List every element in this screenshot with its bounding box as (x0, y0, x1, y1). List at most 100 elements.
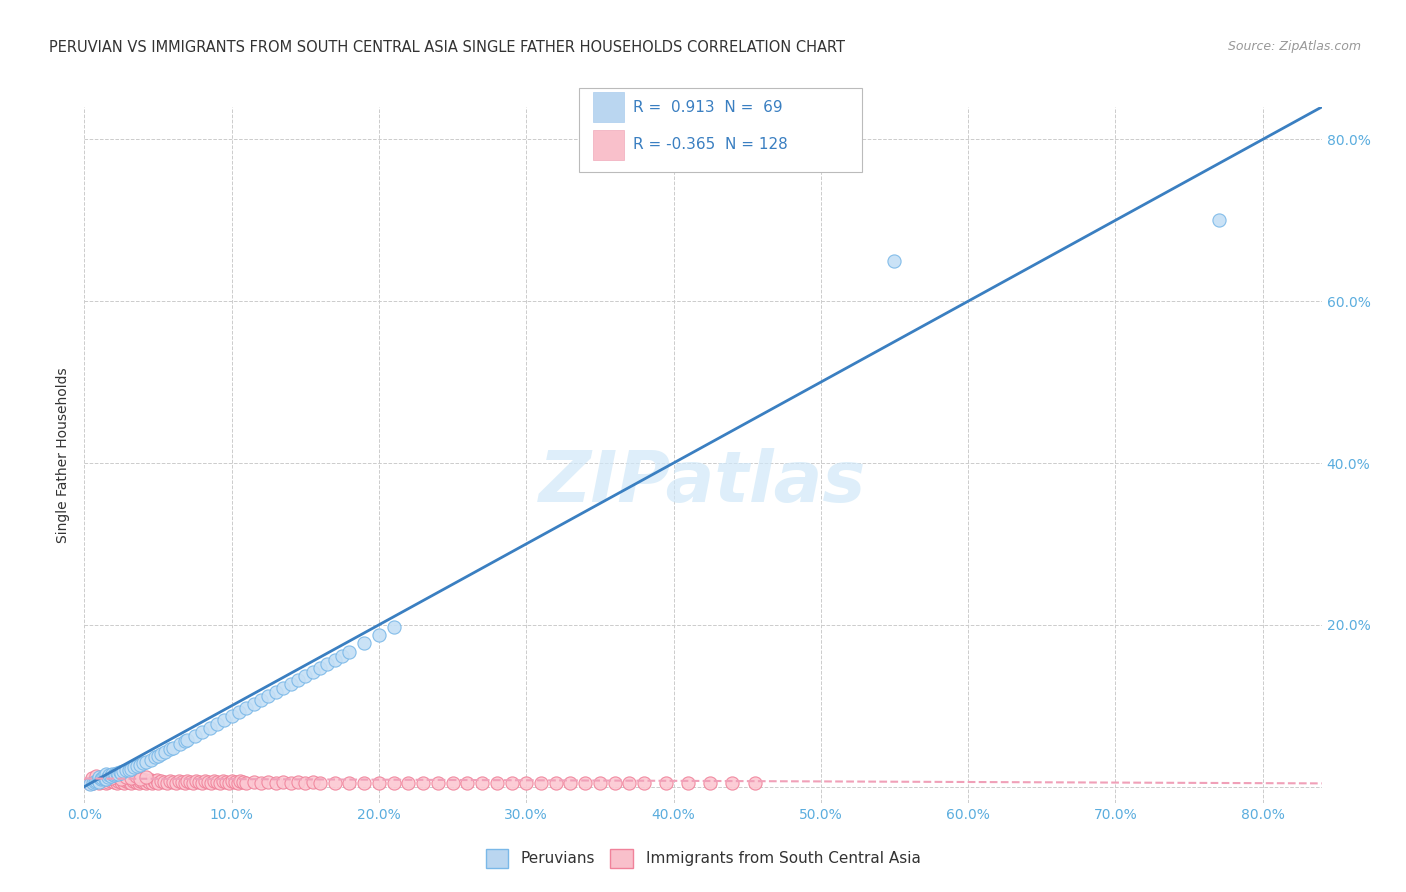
Point (84, 774, 107, 789)
Point (235, 701, 257, 715)
Point (105, 765, 128, 780)
Point (368, 628, 391, 642)
Point (96, 772, 118, 786)
Point (104, 766, 127, 780)
Point (107, 767, 129, 781)
Point (264, 775, 287, 789)
Point (412, 775, 434, 789)
Point (132, 756, 155, 771)
Point (145, 773, 167, 788)
Point (93, 773, 115, 788)
Text: R = -0.365  N = 128: R = -0.365 N = 128 (633, 137, 787, 153)
Point (159, 742, 181, 756)
Point (456, 775, 478, 789)
Point (162, 774, 184, 789)
Point (176, 732, 198, 747)
Point (87, 774, 110, 789)
Point (139, 753, 162, 767)
Point (257, 689, 280, 703)
Point (155, 745, 177, 759)
Point (215, 774, 238, 789)
Point (242, 697, 264, 711)
Point (108, 765, 131, 780)
Point (96, 770, 118, 784)
Point (94, 774, 117, 789)
Point (79, 777, 101, 791)
Point (208, 775, 231, 789)
Point (87, 775, 110, 789)
Point (96, 772, 118, 787)
Point (188, 774, 211, 789)
Point (98, 773, 121, 788)
Point (136, 774, 159, 789)
Point (184, 729, 207, 743)
Point (87, 770, 110, 784)
Point (84, 774, 107, 789)
Text: R =  0.913  N =  69: R = 0.913 N = 69 (633, 100, 782, 115)
Point (131, 772, 153, 787)
Y-axis label: Single Father Households: Single Father Households (56, 368, 70, 542)
Point (138, 774, 160, 789)
Point (149, 747, 172, 762)
Point (103, 768, 125, 782)
Point (883, 253, 905, 268)
Point (515, 775, 537, 789)
Point (121, 762, 143, 776)
Point (633, 775, 655, 789)
Point (142, 774, 165, 789)
Point (118, 773, 141, 788)
Point (242, 774, 264, 789)
Point (165, 775, 187, 789)
Point (112, 775, 135, 789)
Point (173, 775, 195, 789)
Point (603, 775, 626, 789)
Point (100, 769, 122, 783)
Point (103, 774, 125, 789)
Point (97, 774, 120, 789)
Point (91, 771, 114, 785)
Point (100, 771, 122, 785)
Point (353, 636, 375, 650)
Point (229, 774, 252, 789)
Point (114, 770, 136, 784)
Point (250, 693, 273, 707)
Point (353, 775, 375, 789)
Point (441, 775, 464, 789)
Point (132, 774, 155, 789)
Point (271, 681, 294, 695)
Point (101, 772, 124, 787)
Point (82, 775, 104, 789)
Point (111, 773, 134, 788)
Point (100, 774, 122, 789)
Point (127, 758, 149, 772)
Point (94, 772, 117, 786)
Point (124, 760, 146, 774)
Point (105, 769, 128, 783)
Point (80, 774, 103, 789)
Point (280, 677, 302, 691)
Point (110, 774, 132, 789)
Point (228, 705, 250, 719)
Point (501, 775, 523, 789)
Point (127, 773, 149, 788)
Point (382, 620, 405, 634)
Point (93, 769, 115, 783)
Point (316, 657, 339, 671)
Point (226, 775, 249, 789)
Point (162, 740, 184, 755)
Point (382, 775, 405, 789)
Text: Source: ZipAtlas.com: Source: ZipAtlas.com (1227, 40, 1361, 54)
Point (560, 775, 582, 789)
Point (84, 769, 107, 783)
Point (323, 775, 346, 789)
Point (294, 669, 316, 683)
Point (90, 772, 112, 787)
Point (250, 775, 273, 789)
Point (129, 774, 152, 789)
Point (135, 770, 157, 784)
Point (194, 774, 217, 789)
Point (105, 775, 128, 789)
Point (426, 775, 449, 789)
Point (211, 774, 233, 789)
Point (146, 775, 169, 789)
